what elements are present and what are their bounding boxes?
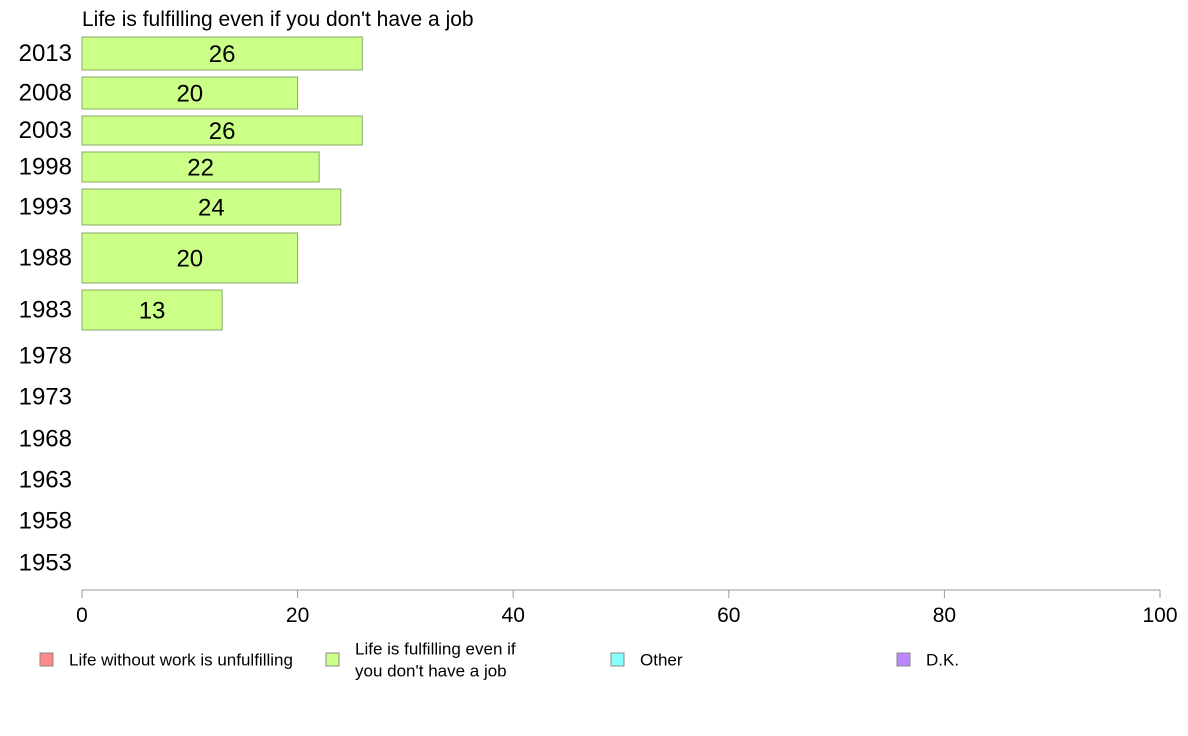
year-label: 1978 bbox=[19, 343, 72, 370]
legend-label: you don't have a job bbox=[355, 662, 507, 681]
legend-label: D.K. bbox=[926, 651, 959, 670]
bar-segment bbox=[81, 36, 363, 71]
x-tick-label: 20 bbox=[286, 604, 309, 627]
legend-item: D.K. bbox=[896, 651, 959, 670]
x-tick-label: 60 bbox=[717, 604, 740, 627]
legend-swatch bbox=[39, 652, 54, 667]
year-label: 1968 bbox=[19, 426, 72, 453]
bar-segment bbox=[81, 76, 299, 110]
bar-segment bbox=[81, 188, 342, 226]
x-tick-label: 80 bbox=[933, 604, 956, 627]
x-tick-label: 0 bbox=[76, 604, 88, 627]
year-label: 1973 bbox=[19, 384, 72, 411]
bar-segment bbox=[81, 289, 223, 331]
legend: Life without work is unfulfilling Life is… bbox=[39, 640, 959, 681]
year-labels: 2013 2008 2003 1998 1993 1988 1983 1978 1973 1968… bbox=[19, 40, 72, 577]
year-label: 2003 bbox=[19, 117, 72, 144]
bar-value-label: 24 bbox=[198, 195, 225, 222]
chart-title: Life is fulfilling even if you don't hav… bbox=[82, 8, 474, 31]
year-label: 1958 bbox=[19, 508, 72, 535]
year-label: 1988 bbox=[19, 245, 72, 272]
bar-value-label: 20 bbox=[176, 246, 203, 273]
bar-value-label: 20 bbox=[176, 81, 203, 108]
bar-value-label: 26 bbox=[209, 41, 236, 68]
year-label: 1983 bbox=[19, 297, 72, 324]
bar-segment bbox=[81, 115, 363, 146]
legend-item: Life is fulfilling even if you don't have… bbox=[325, 640, 516, 681]
year-label: 1993 bbox=[19, 194, 72, 221]
year-label: 1963 bbox=[19, 467, 72, 494]
year-label: 1953 bbox=[19, 550, 72, 577]
legend-swatch bbox=[325, 652, 340, 667]
legend-label: Life without work is unfulfilling bbox=[69, 651, 293, 670]
bar-segment bbox=[81, 232, 299, 284]
legend-label: Other bbox=[640, 651, 683, 670]
bar-segment bbox=[81, 151, 320, 183]
legend-item: Other bbox=[610, 651, 683, 670]
year-label: 2013 bbox=[19, 40, 72, 67]
legend-swatch bbox=[610, 652, 625, 667]
bar-value-label: 26 bbox=[209, 118, 236, 145]
legend-swatch bbox=[896, 652, 911, 667]
bar-value-label: 22 bbox=[187, 155, 214, 182]
x-tick-label: 40 bbox=[502, 604, 525, 627]
legend-item: Life without work is unfulfilling bbox=[39, 651, 293, 670]
x-tick-label: 100 bbox=[1142, 604, 1177, 627]
year-label: 2008 bbox=[19, 80, 72, 107]
bar-value-label: 13 bbox=[139, 298, 166, 325]
x-axis: 0 20 40 60 80 100 bbox=[76, 589, 1178, 627]
legend-label: Life is fulfilling even if bbox=[355, 640, 516, 659]
year-label: 1998 bbox=[19, 154, 72, 181]
